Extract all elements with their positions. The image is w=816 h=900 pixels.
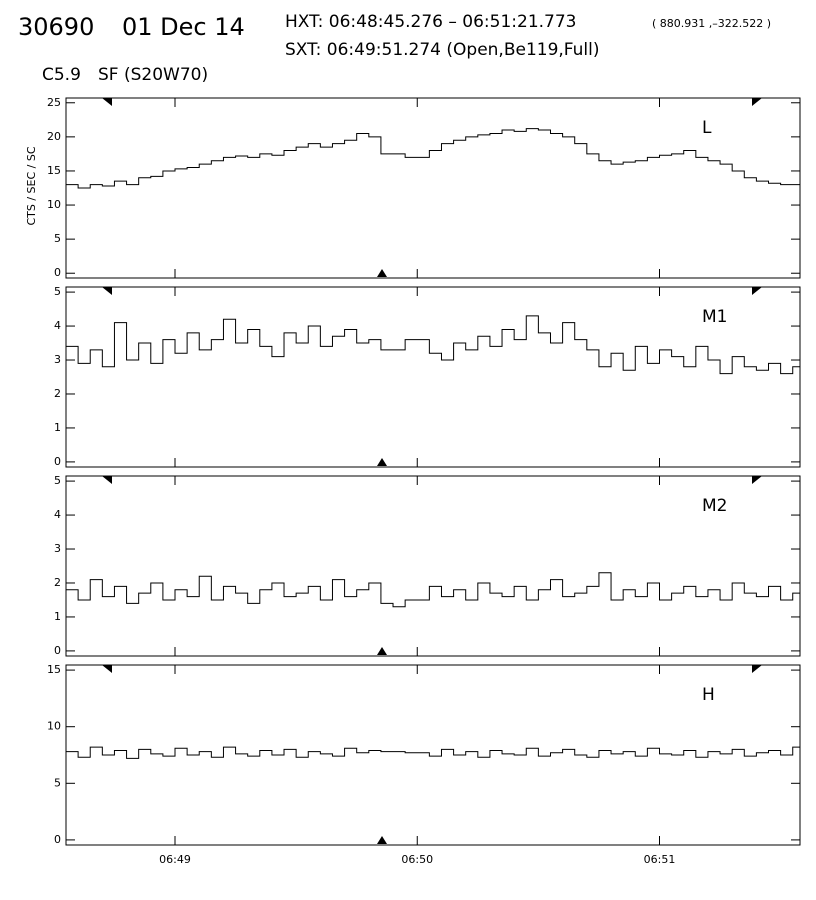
y-tick-label: 10 bbox=[47, 198, 61, 211]
marker bbox=[102, 287, 112, 295]
y-tick-label: 0 bbox=[54, 266, 61, 279]
marker bbox=[102, 476, 112, 484]
marker bbox=[752, 98, 762, 106]
y-tick-label: 5 bbox=[54, 776, 61, 789]
sxt-info: SXT: 06:49:51.274 (Open,Be119,Full) bbox=[285, 40, 600, 60]
marker bbox=[377, 647, 387, 655]
obs-id: 30690 bbox=[18, 13, 94, 41]
y-axis-label: CTS / SEC / SC bbox=[25, 146, 38, 225]
count-rate-line bbox=[66, 746, 800, 759]
channel-label: H bbox=[702, 685, 715, 705]
y-tick-label: 2 bbox=[54, 387, 61, 400]
channel-label: M1 bbox=[702, 307, 727, 327]
coords: ( 880.931 ,–322.522 ) bbox=[652, 17, 771, 30]
panel-frame bbox=[65, 664, 801, 846]
y-tick-label: 10 bbox=[47, 720, 61, 733]
marker bbox=[102, 665, 112, 673]
y-tick-label: 0 bbox=[54, 833, 61, 846]
goes-class: C5.9 bbox=[42, 65, 81, 85]
channel-label: M2 bbox=[702, 496, 727, 516]
flare-info: SF (S20W70) bbox=[98, 65, 208, 85]
panel-frame bbox=[65, 286, 801, 468]
y-tick-label: 5 bbox=[54, 232, 61, 245]
count-rate-line bbox=[66, 572, 800, 608]
x-tick-label: 06:49 bbox=[159, 853, 191, 866]
y-tick-label: 2 bbox=[54, 576, 61, 589]
y-tick-label: 4 bbox=[54, 319, 61, 332]
marker bbox=[377, 836, 387, 844]
marker bbox=[752, 665, 762, 673]
y-tick-label: 15 bbox=[47, 663, 61, 676]
count-rate-line bbox=[66, 128, 800, 189]
x-tick-label: 06:51 bbox=[644, 853, 676, 866]
marker bbox=[377, 269, 387, 277]
y-tick-label: 3 bbox=[54, 542, 61, 555]
panel-frame bbox=[65, 475, 801, 657]
marker bbox=[752, 287, 762, 295]
marker bbox=[377, 458, 387, 466]
y-tick-label: 20 bbox=[47, 130, 61, 143]
y-tick-label: 1 bbox=[54, 610, 61, 623]
y-tick-label: 4 bbox=[54, 508, 61, 521]
panel-frame bbox=[65, 97, 801, 279]
obs-date: 01 Dec 14 bbox=[122, 13, 245, 41]
y-tick-label: 1 bbox=[54, 421, 61, 434]
hxt-range: HXT: 06:48:45.276 – 06:51:21.773 bbox=[285, 12, 577, 32]
y-tick-label: 3 bbox=[54, 353, 61, 366]
x-tick-label: 06:50 bbox=[401, 853, 433, 866]
channel-label: L bbox=[702, 118, 712, 138]
marker bbox=[102, 98, 112, 106]
y-tick-label: 15 bbox=[47, 164, 61, 177]
y-tick-label: 0 bbox=[54, 455, 61, 468]
y-tick-label: 5 bbox=[54, 285, 61, 298]
y-tick-label: 5 bbox=[54, 474, 61, 487]
y-tick-label: 25 bbox=[47, 96, 61, 109]
count-rate-line bbox=[66, 315, 800, 375]
y-tick-label: 0 bbox=[54, 644, 61, 657]
marker bbox=[752, 476, 762, 484]
